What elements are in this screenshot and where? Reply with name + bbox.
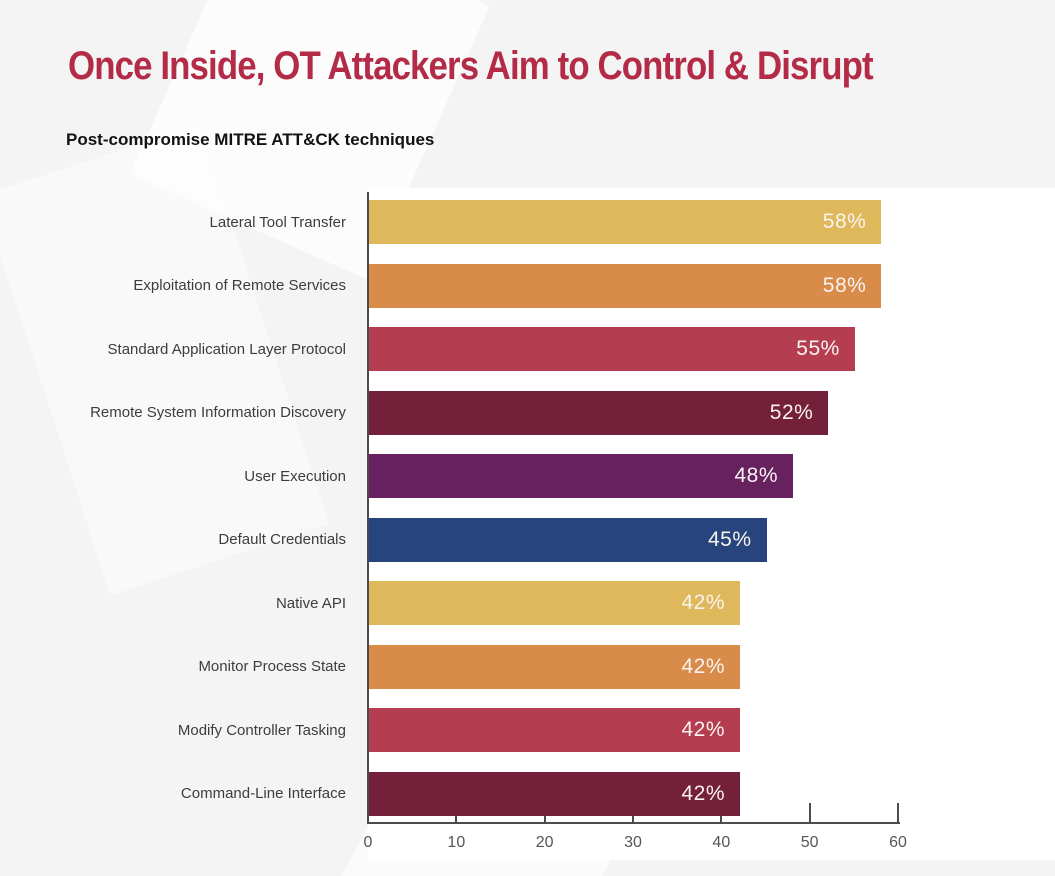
bar: 45% (369, 517, 767, 562)
bar: 42% (369, 708, 740, 753)
value-label: 42% (681, 718, 725, 742)
x-axis-tick-label: 0 (363, 834, 373, 851)
bar: 58% (369, 200, 882, 244)
x-axis-tick-label: 20 (535, 834, 554, 851)
category-label: Remote System Information Discovery (90, 404, 346, 422)
value-label: 45% (707, 527, 752, 551)
x-axis-tick-label: 30 (624, 834, 642, 851)
value-label: 58% (822, 273, 867, 297)
x-axis-tick-label: 60 (889, 834, 907, 851)
value-label: 55% (796, 337, 840, 361)
category-label: Monitor Process State (198, 658, 346, 676)
category-label: Lateral Tool Transfer (209, 213, 346, 231)
bar: 48% (369, 454, 793, 499)
value-label: 58% (822, 210, 867, 233)
x-axis-tick (897, 803, 899, 823)
value-label: 52% (769, 400, 814, 424)
x-axis-tick-label: 40 (712, 834, 731, 851)
x-axis-tick (808, 803, 811, 823)
category-label: Standard Application Layer Protocol (107, 340, 346, 358)
bar: 52% (369, 390, 829, 435)
x-axis-tick-label: 50 (800, 834, 819, 851)
y-axis-line (367, 192, 369, 824)
category-label: User Execution (244, 467, 346, 485)
value-label: 42% (681, 654, 725, 678)
value-label: 48% (734, 464, 778, 488)
category-label: Modify Controller Tasking (177, 721, 346, 739)
chart-title: Once Inside, OT Attackers Aim to Control… (68, 44, 874, 88)
bar: 42% (369, 644, 740, 689)
value-label: 42% (681, 781, 725, 805)
bar: 55% (369, 327, 855, 372)
x-axis-tick-label: 10 (447, 834, 466, 851)
bar: 42% (369, 581, 740, 626)
category-label: Exploitation of Remote Services (133, 277, 346, 295)
bar: 42% (369, 771, 740, 816)
bar: 58% (369, 263, 882, 308)
category-label: Default Credentials (218, 531, 346, 549)
x-axis-line (367, 822, 900, 824)
category-label: Command-Line Interface (180, 785, 346, 803)
category-label: Native API (275, 594, 346, 612)
value-label: 42% (681, 591, 725, 615)
chart-subtitle: Post-compromise MITRE ATT&CK techniques (66, 130, 435, 149)
